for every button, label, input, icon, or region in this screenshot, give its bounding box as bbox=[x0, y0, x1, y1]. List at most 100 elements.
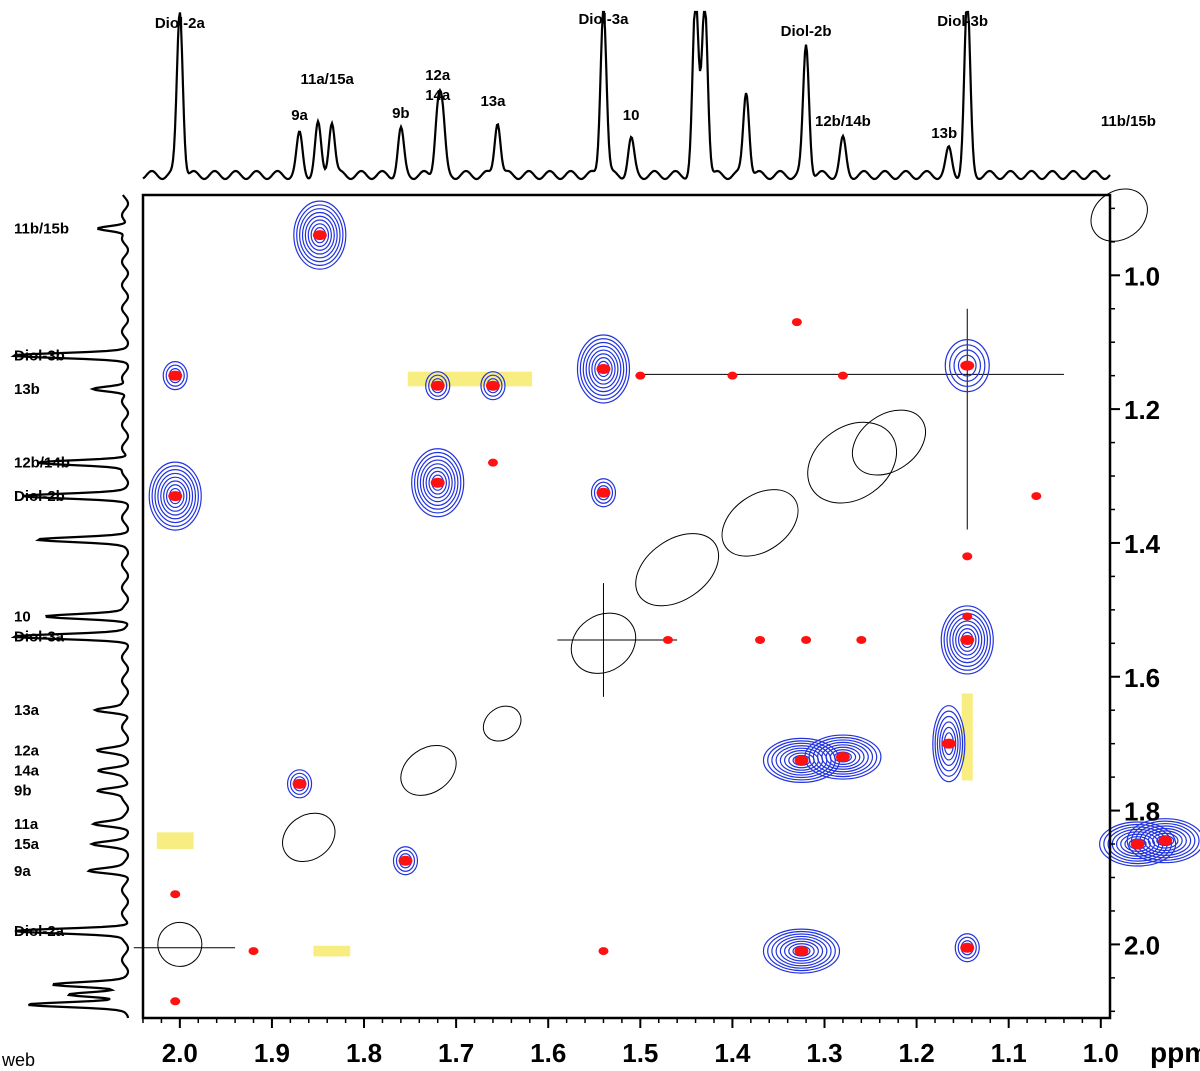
blue-contour-line bbox=[588, 349, 619, 389]
blue-contour-line bbox=[480, 371, 506, 401]
x-tick-label: 1.8 bbox=[346, 1038, 382, 1068]
blue-cross-peak bbox=[148, 461, 202, 531]
diagonal-contour bbox=[282, 812, 336, 862]
red-cross-peak bbox=[941, 738, 956, 749]
red-cross-peak bbox=[598, 947, 609, 956]
blue-contour-line bbox=[151, 465, 199, 527]
red-cross-peak bbox=[312, 230, 327, 241]
red-cross-peak bbox=[596, 487, 611, 498]
blue-contour-line bbox=[762, 928, 841, 974]
blue-contour-line bbox=[165, 484, 185, 509]
top-projection-labels: Diol-2a 11a/15a 9a 12a 14a 9b 13a Diol-3a 10 Diol… bbox=[155, 11, 1156, 142]
y-tick-label: 1.0 bbox=[1124, 261, 1160, 291]
top-peak-label: 9a bbox=[291, 107, 308, 124]
red-cross-peak bbox=[248, 947, 259, 956]
red-cross-peak bbox=[837, 371, 848, 380]
red-cross-peak bbox=[596, 363, 611, 374]
y-tick-label: 2.0 bbox=[1124, 930, 1160, 960]
blue-contour-line bbox=[1126, 818, 1200, 864]
blue-contour-line bbox=[585, 345, 622, 393]
blue-contour-line bbox=[943, 609, 991, 671]
x-tick-label: 2.0 bbox=[162, 1038, 198, 1068]
highlight-box bbox=[156, 832, 194, 850]
blue-contour-line bbox=[1147, 830, 1183, 852]
blue-cross-peak bbox=[480, 371, 506, 401]
red-cross-peak bbox=[430, 477, 445, 488]
blue-contour-line bbox=[416, 455, 459, 510]
red-cross-peak bbox=[635, 371, 646, 380]
blue-cross-peak bbox=[293, 200, 347, 270]
top-projection-spectrum bbox=[142, 10, 1111, 181]
blue-contour-line bbox=[413, 451, 462, 514]
blue-contour-line bbox=[395, 849, 416, 872]
blue-contour-line bbox=[829, 749, 857, 765]
red-cross-peak bbox=[168, 491, 183, 502]
red-cross-peak bbox=[1130, 839, 1145, 850]
blue-contour-line bbox=[307, 219, 332, 251]
blue-contour-line bbox=[1099, 821, 1177, 867]
x-tick-label: 1.4 bbox=[714, 1038, 751, 1068]
left-peak-label: 9b bbox=[14, 783, 32, 800]
blue-contour-line bbox=[154, 469, 197, 524]
blue-contour-line bbox=[932, 705, 966, 783]
y-axis: 1.0 1.2 1.4 1.6 1.8 2.0 bbox=[1110, 207, 1161, 1013]
blue-contour-line bbox=[593, 481, 614, 504]
blue-contour-line bbox=[148, 461, 202, 531]
red-cross-peak bbox=[662, 635, 673, 644]
x-tick-label: 1.5 bbox=[622, 1038, 658, 1068]
red-cross-peak bbox=[801, 635, 812, 644]
blue-contour-line bbox=[953, 349, 982, 382]
red-cross-peak bbox=[1158, 835, 1173, 846]
blue-contour-line bbox=[779, 938, 824, 964]
blue-contour-line bbox=[483, 374, 503, 397]
blue-contour-line bbox=[816, 741, 869, 773]
x-tick-label: 1.7 bbox=[438, 1038, 474, 1068]
blue-contour-line bbox=[576, 334, 631, 404]
diagonal-contour bbox=[721, 489, 799, 557]
blue-contour-line bbox=[957, 628, 977, 652]
blue-contour-line bbox=[957, 936, 977, 959]
left-projection-spectrum bbox=[10, 194, 130, 1019]
blue-contour-line bbox=[944, 339, 990, 393]
blue-contour-line bbox=[299, 208, 341, 263]
blue-contour-line bbox=[949, 344, 986, 388]
blue-contour-line bbox=[165, 364, 185, 387]
y-tick-label: 1.8 bbox=[1124, 797, 1160, 827]
blue-contour-line bbox=[934, 710, 964, 777]
red-cross-peak bbox=[791, 318, 802, 327]
blue-contour-line bbox=[162, 361, 188, 391]
left-peak-label: 9a bbox=[14, 863, 31, 880]
blue-contour-line bbox=[286, 769, 313, 799]
blue-contour-line bbox=[957, 354, 977, 377]
blue-cross-peak bbox=[762, 928, 841, 974]
x-tick-label: 1.3 bbox=[806, 1038, 842, 1068]
diagonal-contour bbox=[157, 921, 203, 967]
blue-contour-line bbox=[411, 448, 465, 518]
red-cross-peak bbox=[755, 635, 766, 644]
diagonal-contour bbox=[1090, 188, 1148, 242]
blue-contour-line bbox=[783, 940, 819, 962]
diagonal-contour bbox=[807, 421, 898, 504]
blue-contour-line bbox=[392, 846, 419, 876]
red-cross-peak bbox=[168, 370, 183, 381]
x-tick-label: 1.9 bbox=[254, 1038, 290, 1068]
top-peak-label: Diol-3b bbox=[937, 13, 988, 30]
red-cross-peak bbox=[292, 778, 307, 789]
left-peak-label: 12a bbox=[14, 742, 40, 759]
blue-contour-line bbox=[825, 746, 861, 768]
blue-contour-line bbox=[594, 357, 613, 381]
left-peak-label: 15a bbox=[14, 836, 40, 853]
x-axis-unit-label: ppm bbox=[1150, 1037, 1200, 1068]
blue-contour-line bbox=[419, 459, 456, 506]
red-cross-peak bbox=[960, 634, 975, 645]
red-cross-peaks bbox=[168, 230, 1173, 1006]
footer-text: web bbox=[2, 1050, 36, 1070]
red-cross-peak bbox=[727, 371, 738, 380]
blue-contour-line bbox=[952, 620, 983, 660]
blue-contour-line bbox=[425, 467, 450, 499]
blue-contour-line bbox=[821, 744, 865, 770]
blue-contour-line bbox=[310, 223, 330, 248]
blue-cross-peaks bbox=[148, 200, 1200, 974]
x-tick-label: 1.0 bbox=[1083, 1038, 1119, 1068]
red-cross-peak bbox=[170, 997, 181, 1006]
